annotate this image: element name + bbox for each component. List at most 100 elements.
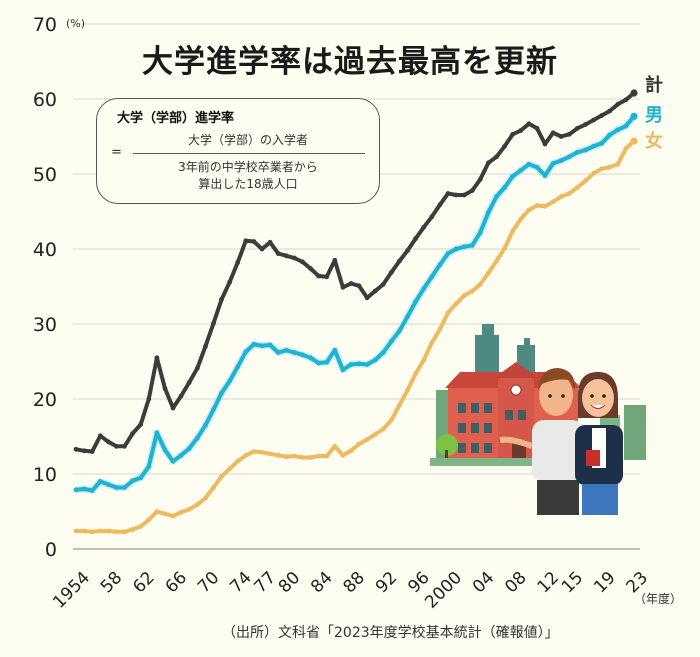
x-tick-label: 70 [194, 568, 223, 597]
data-point [429, 214, 435, 220]
data-point [437, 262, 443, 268]
data-point [486, 270, 491, 276]
data-point [526, 121, 532, 127]
data-point [227, 378, 233, 384]
data-point [502, 185, 507, 190]
data-point [97, 433, 103, 439]
data-point [138, 524, 144, 529]
denominator-line-1: 3年前の中学校卒業者から [178, 160, 318, 174]
data-point [421, 286, 427, 292]
data-point [389, 338, 394, 344]
data-point [550, 161, 556, 166]
data-point [146, 396, 152, 402]
data-point [494, 258, 499, 264]
data-point [356, 441, 362, 447]
data-point [599, 113, 605, 118]
data-point [405, 314, 410, 319]
data-point [251, 449, 257, 454]
data-point [73, 487, 79, 493]
data-point [170, 513, 176, 519]
data-point [81, 448, 87, 454]
data-point [591, 117, 596, 123]
x-tick-label: 84 [307, 568, 336, 597]
data-point [316, 360, 321, 366]
x-tick-label: 15 [558, 568, 587, 597]
data-point [162, 447, 168, 453]
data-point [372, 431, 378, 437]
data-point [615, 127, 621, 133]
data-point [154, 509, 160, 514]
data-point [235, 458, 241, 464]
data-point [203, 495, 208, 501]
data-point [105, 482, 111, 487]
data-point [542, 173, 548, 178]
data-point [534, 203, 540, 208]
data-point [211, 407, 216, 412]
data-point [429, 340, 435, 346]
data-point [615, 161, 621, 167]
data-point [421, 224, 427, 230]
data-point [630, 137, 638, 145]
data-point [203, 344, 208, 349]
data-point [308, 266, 313, 271]
data-point [122, 443, 127, 449]
data-point [389, 417, 394, 423]
y-tick-label: 20 [33, 389, 57, 411]
data-point [502, 245, 507, 251]
data-point [526, 207, 532, 213]
data-point [235, 260, 241, 265]
formula-heading: 大学（学部）進学率 [117, 111, 235, 126]
data-point [534, 125, 540, 131]
data-point [283, 347, 289, 353]
data-point [575, 125, 580, 131]
data-point [227, 466, 233, 472]
data-point [445, 191, 451, 196]
data-point [542, 141, 548, 147]
data-point [421, 357, 427, 363]
data-point [397, 328, 402, 334]
data-point [81, 486, 87, 492]
data-point [194, 365, 200, 371]
y-tick-label: 10 [33, 464, 57, 486]
y-axis-unit: (%) [66, 17, 86, 30]
data-point [477, 281, 483, 287]
data-point [518, 128, 524, 133]
data-point [583, 122, 588, 127]
data-point [227, 279, 233, 285]
data-point [469, 188, 475, 193]
x-tick-label: 80 [275, 568, 304, 597]
data-point [372, 357, 378, 363]
x-tick-label: 88 [340, 568, 369, 597]
data-point [89, 529, 95, 535]
data-series [73, 89, 638, 535]
data-point [324, 359, 330, 365]
data-point [259, 246, 265, 252]
data-point [219, 473, 225, 479]
series-total [73, 89, 638, 454]
data-point [300, 259, 305, 265]
data-point [469, 288, 475, 294]
data-point [566, 131, 572, 137]
data-point [178, 452, 184, 458]
data-point [429, 274, 435, 280]
data-point [219, 390, 225, 396]
data-point [332, 443, 338, 449]
data-point [332, 347, 338, 353]
data-point [591, 170, 596, 176]
data-point [356, 361, 362, 367]
data-point [445, 251, 451, 256]
data-point [122, 485, 127, 490]
data-point [413, 236, 419, 241]
series-male [73, 112, 638, 494]
school-students-illustration [430, 324, 646, 515]
data-point [469, 242, 475, 248]
data-point [575, 185, 580, 190]
fraction-bar [133, 153, 365, 154]
data-point [486, 209, 491, 215]
data-point [114, 443, 119, 449]
data-point [291, 350, 297, 355]
data-point [324, 274, 330, 280]
data-point [178, 393, 184, 399]
data-point [105, 439, 111, 445]
